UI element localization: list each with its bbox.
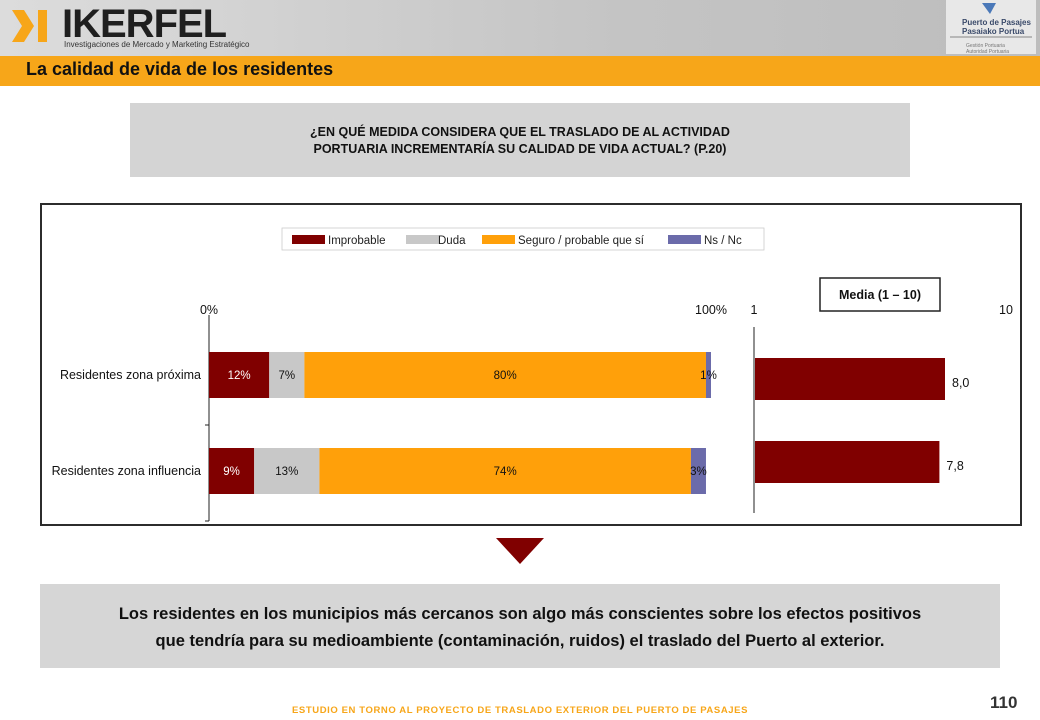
bar-segment-0-3 xyxy=(705,352,711,398)
mean-tick-label-1: 10 xyxy=(999,303,1013,317)
port-name-line-2: Pasaiako Portua xyxy=(962,27,1025,36)
logo-text: IKERFEL xyxy=(62,2,227,46)
question-line-2: PORTUARIA INCREMENTARÍA SU CALIDAD DE VI… xyxy=(313,142,727,156)
bar-segment-1-3 xyxy=(690,448,706,494)
conclusion-line-2: que tendría para su medioambiente (conta… xyxy=(155,632,885,650)
legend-swatch-1 xyxy=(406,235,439,244)
ikerfel-logo-icon xyxy=(12,10,47,42)
data-label-1-2: 74% xyxy=(494,466,517,478)
bar-segment-1-2 xyxy=(319,448,691,494)
mean-value-label-1: 7,8 xyxy=(946,459,963,473)
title-bar xyxy=(0,56,1040,86)
question-line-1: ¿EN QUÉ MEDIDA CONSIDERA QUE EL TRASLADO… xyxy=(310,125,730,139)
header-band: IKERFEL Investigaciones de Mercado y Mar… xyxy=(0,0,1040,56)
port-name-line-1: Puerto de Pasajes xyxy=(962,18,1031,27)
chart-frame: Improbable Duda Seguro / probable que sí Ns… xyxy=(40,203,1022,526)
conclusion-box: Los residentes en los municipios más cer… xyxy=(40,584,1000,668)
legend-swatch-2 xyxy=(482,235,515,244)
data-label-1-3: 3% xyxy=(690,466,707,478)
bar-segment-1-0 xyxy=(209,448,255,494)
port-logo xyxy=(946,0,1036,54)
port-emblem-icon xyxy=(946,0,1036,54)
port-name: Puerto de Pasajes Pasaiako Portua xyxy=(962,18,1031,36)
question-text: ¿EN QUÉ MEDIDA CONSIDERA QUE EL TRASLADO… xyxy=(130,124,910,158)
category-label-1: Residentes zona influencia xyxy=(52,464,201,478)
chart-legend: Improbable Duda Seguro / probable que sí Ns… xyxy=(281,227,765,251)
data-label-1-1: 13% xyxy=(275,466,298,478)
mean-title-box xyxy=(819,277,941,312)
port-small-line-1: Gestión Portuaria xyxy=(966,43,1005,49)
category-label-0: Residentes zona próxima xyxy=(60,368,201,382)
conclusion-text: Los residentes en los municipios más cer… xyxy=(40,601,1000,655)
legend-box xyxy=(281,227,765,251)
port-small-line-2: Autoridad Portuaria xyxy=(966,49,1010,55)
stacked-tick-label-0: 0% xyxy=(200,303,218,317)
bar-segment-0-0 xyxy=(209,352,270,398)
bar-segment-0-2 xyxy=(304,352,706,398)
bar-segment-1-1 xyxy=(254,448,320,494)
legend-swatch-3 xyxy=(668,235,701,244)
stacked-tick-label-1: 100% xyxy=(695,303,727,317)
data-label-0-1: 7% xyxy=(278,370,295,382)
legend-label-2: Seguro / probable que sí xyxy=(518,235,645,247)
footer-text: ESTUDIO EN TORNO AL PROYECTO DE TRASLADO… xyxy=(291,705,749,716)
legend-label-3: Ns / Nc xyxy=(704,235,742,247)
question-box: ¿EN QUÉ MEDIDA CONSIDERA QUE EL TRASLADO… xyxy=(130,103,910,177)
stacked-bar-chart: 0% 100% Residentes zona próxima 12% 7% 80% 1% R… xyxy=(52,303,727,522)
bar-segment-0-1 xyxy=(269,352,305,398)
data-label-1-0: 9% xyxy=(223,466,240,478)
page-title: La calidad de vida de los residentes xyxy=(26,59,334,79)
logo-subtitle: Investigaciones de Mercado y Marketing E… xyxy=(64,40,250,49)
legend-label-0: Improbable xyxy=(328,235,386,247)
mean-score-chart: Media (1 – 10) 1 10 8,0 7,8 xyxy=(751,277,1013,513)
page-number: 110 xyxy=(990,693,1018,712)
port-small-text: Gestión Portuaria Autoridad Portuaria xyxy=(966,43,1009,55)
chart-svg: Improbable Duda Seguro / probable que sí Ns… xyxy=(52,227,1013,522)
arrow-down-icon xyxy=(496,538,544,564)
legend-label-1: Duda xyxy=(438,235,466,247)
data-label-0-0: 12% xyxy=(228,370,251,382)
mean-tick-label-0: 1 xyxy=(751,303,758,317)
mean-bar-1 xyxy=(755,441,940,483)
data-label-0-2: 80% xyxy=(494,370,517,382)
data-label-0-3: 1% xyxy=(700,370,717,382)
legend-swatch-0 xyxy=(292,235,325,244)
mean-title: Media (1 – 10) xyxy=(839,288,921,302)
mean-value-label-0: 8,0 xyxy=(952,376,969,390)
mean-bar-0 xyxy=(755,358,945,400)
conclusion-line-1: Los residentes en los municipios más cer… xyxy=(118,605,922,623)
